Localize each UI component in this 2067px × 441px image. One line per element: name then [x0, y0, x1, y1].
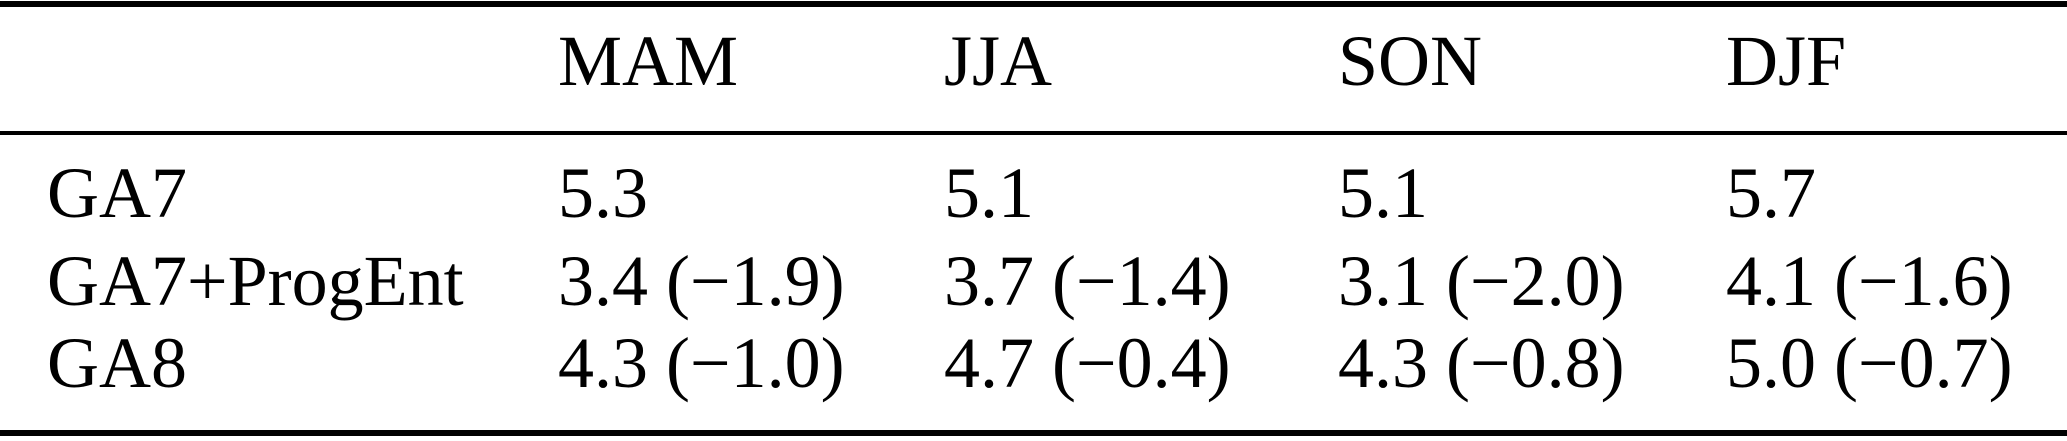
column-header-jja: JJA: [944, 21, 1053, 101]
cell-ga8-son: 4.3 (−0.8): [1338, 323, 1625, 403]
cell-ga7-progent-jja: 3.7 (−1.4): [944, 241, 1231, 321]
cell-ga8-djf: 5.0 (−0.7): [1726, 323, 2013, 403]
cell-ga8-mam: 4.3 (−1.0): [558, 323, 845, 403]
cell-ga7-mam: 5.3: [558, 153, 648, 233]
cell-ga7-progent-mam: 3.4 (−1.9): [558, 241, 845, 321]
cell-ga8-jja: 4.7 (−0.4): [944, 323, 1231, 403]
cell-ga7-son: 5.1: [1338, 153, 1428, 233]
column-header-son: SON: [1338, 21, 1483, 101]
cell-ga7-djf: 5.7: [1726, 153, 1816, 233]
cell-ga7-progent-djf: 4.1 (−1.6): [1726, 241, 2013, 321]
table-header-rule: [0, 131, 2067, 135]
row-label-ga7-progent: GA7+ProgEnt: [47, 241, 464, 321]
column-header-mam: MAM: [558, 21, 739, 101]
row-label-ga8: GA8: [47, 323, 187, 403]
table-bottom-rule: [0, 430, 2067, 436]
column-header-djf: DJF: [1726, 21, 1847, 101]
table-top-rule: [0, 1, 2067, 7]
row-label-ga7: GA7: [47, 153, 187, 233]
cell-ga7-progent-son: 3.1 (−2.0): [1338, 241, 1625, 321]
cell-ga7-jja: 5.1: [944, 153, 1034, 233]
